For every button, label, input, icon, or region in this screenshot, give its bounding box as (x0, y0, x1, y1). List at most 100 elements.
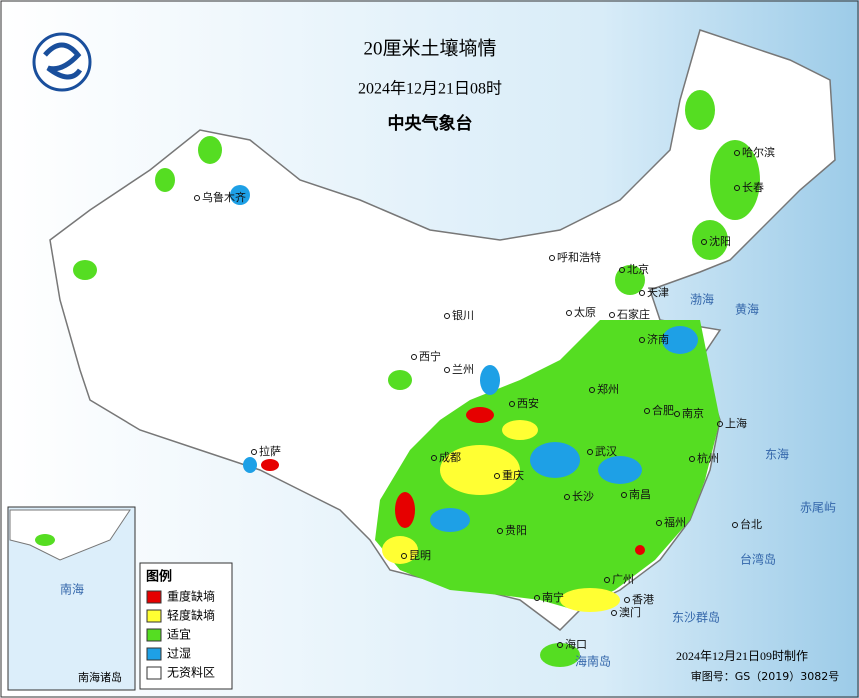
footer-made: 2024年12月21日09时制作 (676, 649, 808, 663)
city-marker (444, 313, 450, 319)
city-marker (734, 185, 740, 191)
city-marker (534, 595, 540, 601)
city-marker (431, 455, 437, 461)
city-label: 重庆 (502, 468, 524, 482)
legend-label: 重度缺墒 (167, 589, 215, 604)
sea-label: 渤海 (690, 292, 714, 307)
city-label: 台北 (740, 517, 762, 531)
legend-label: 过湿 (167, 646, 191, 661)
city-label: 沈阳 (709, 234, 731, 248)
city-label: 贵阳 (505, 524, 527, 537)
time: 2024年12月21日08时 (358, 80, 502, 98)
city-label: 武汉 (595, 445, 617, 458)
city-marker (674, 411, 680, 417)
legend-swatch (146, 609, 162, 623)
city-label: 广州 (612, 573, 634, 586)
moisture-areas (73, 90, 760, 667)
city-label: 南昌 (629, 488, 651, 501)
city-label: 西宁 (419, 349, 441, 363)
city-marker (557, 642, 563, 648)
city-label: 太原 (574, 306, 596, 319)
issuer: 中央气象台 (388, 113, 473, 134)
city-label: 长沙 (572, 490, 594, 503)
city-label: 哈尔滨 (742, 145, 775, 159)
legend-swatch (146, 647, 162, 661)
city-label: 郑州 (597, 382, 619, 396)
city-marker (717, 421, 723, 427)
city-label: 南宁 (542, 590, 564, 604)
city-label: 澳门 (619, 605, 641, 619)
footer-approval: 审图号：GS（2019）3082号 (691, 669, 840, 683)
city-label: 成都 (439, 451, 461, 464)
city-label: 兰州 (452, 363, 474, 376)
city-label: 昆明 (409, 549, 431, 562)
city-label: 石家庄 (617, 307, 650, 321)
sea-label: 赤尾屿 (800, 501, 836, 515)
city-marker (639, 337, 645, 343)
legend-swatch (146, 590, 162, 604)
city-label: 银川 (452, 308, 474, 322)
city-label: 天津 (647, 286, 669, 299)
city-label: 长春 (742, 181, 764, 194)
city-marker (401, 553, 407, 559)
sea-label: 黄海 (735, 302, 759, 317)
sea-label: 东海 (765, 447, 789, 462)
legend-title: 图例 (146, 569, 172, 585)
city-marker (194, 195, 200, 201)
city-marker (251, 449, 257, 455)
city-marker (566, 310, 572, 316)
sea-label: 南海 (60, 582, 84, 597)
city-label: 北京 (627, 262, 649, 276)
inset-map: 南海诸岛 (7, 506, 136, 691)
city-label: 乌鲁木齐 (202, 190, 246, 204)
sea-label: 台湾岛 (740, 552, 776, 567)
city-marker (549, 255, 555, 261)
city-label: 福州 (664, 515, 686, 529)
city-marker (494, 473, 500, 479)
legend-swatch (146, 628, 162, 642)
city-label: 拉萨 (259, 444, 281, 458)
city-marker (497, 528, 503, 534)
city-marker (689, 456, 695, 462)
city-marker (621, 492, 627, 498)
city-label: 合肥 (652, 403, 674, 417)
title: 20厘米土壤墒情 (363, 37, 496, 59)
city-marker (589, 387, 595, 393)
city-marker (644, 408, 650, 414)
sea-label: 海南岛 (575, 654, 611, 669)
city-marker (619, 267, 625, 273)
city-label: 南京 (682, 406, 704, 420)
city-marker (609, 312, 615, 318)
city-marker (701, 239, 707, 245)
city-marker (604, 577, 610, 583)
city-marker (639, 290, 645, 296)
city-marker (509, 401, 515, 407)
city-marker (734, 150, 740, 156)
city-label: 呼和浩特 (557, 250, 601, 264)
city-label: 香港 (632, 593, 654, 606)
city-marker (611, 610, 617, 616)
legend-label: 轻度缺墒 (167, 608, 215, 623)
logo (32, 32, 92, 92)
city-marker (411, 354, 417, 360)
city-label: 上海 (725, 416, 747, 430)
city-marker (587, 449, 593, 455)
legend-label: 无资料区 (167, 666, 215, 680)
city-label: 杭州 (697, 451, 719, 465)
city-marker (732, 522, 738, 528)
city-marker (444, 367, 450, 373)
inset-label: 南海诸岛 (78, 670, 122, 684)
sea-label: 东沙群岛 (672, 610, 720, 625)
legend-swatch (146, 666, 162, 680)
city-label: 西安 (517, 396, 539, 410)
city-marker (564, 494, 570, 500)
city-label: 济南 (647, 332, 669, 346)
city-marker (624, 597, 630, 603)
city-label: 海口 (565, 637, 587, 651)
city-marker (656, 520, 662, 526)
